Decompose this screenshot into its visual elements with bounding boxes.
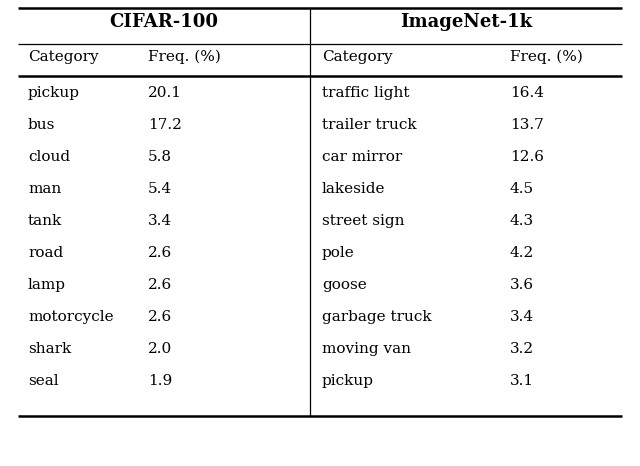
Text: Freq. (%): Freq. (%) — [148, 50, 221, 64]
Text: moving van: moving van — [322, 342, 411, 356]
Text: 3.2: 3.2 — [510, 342, 534, 356]
Text: lamp: lamp — [28, 278, 66, 292]
Text: 3.4: 3.4 — [148, 214, 172, 228]
Text: pole: pole — [322, 246, 355, 260]
Text: 17.2: 17.2 — [148, 118, 182, 132]
Text: tank: tank — [28, 214, 62, 228]
Text: 2.6: 2.6 — [148, 278, 172, 292]
Text: shark: shark — [28, 342, 71, 356]
Text: 16.4: 16.4 — [510, 86, 544, 100]
Text: 20.1: 20.1 — [148, 86, 182, 100]
Text: trailer truck: trailer truck — [322, 118, 417, 132]
Text: 12.6: 12.6 — [510, 150, 544, 164]
Text: 2.0: 2.0 — [148, 342, 172, 356]
Text: car mirror: car mirror — [322, 150, 403, 164]
Text: 3.1: 3.1 — [510, 374, 534, 388]
Text: traffic light: traffic light — [322, 86, 410, 100]
Text: 1.9: 1.9 — [148, 374, 172, 388]
Text: 5.8: 5.8 — [148, 150, 172, 164]
Text: 4.2: 4.2 — [510, 246, 534, 260]
Text: CIFAR-100: CIFAR-100 — [109, 13, 218, 31]
Text: ImageNet-1k: ImageNet-1k — [400, 13, 532, 31]
Text: street sign: street sign — [322, 214, 404, 228]
Text: garbage truck: garbage truck — [322, 310, 431, 324]
Text: Category: Category — [322, 50, 392, 64]
Text: bus: bus — [28, 118, 56, 132]
Text: motorcycle: motorcycle — [28, 310, 114, 324]
Text: road: road — [28, 246, 63, 260]
Text: man: man — [28, 182, 61, 196]
Text: 3.4: 3.4 — [510, 310, 534, 324]
Text: pickup: pickup — [322, 374, 374, 388]
Text: 4.5: 4.5 — [510, 182, 534, 196]
Text: goose: goose — [322, 278, 367, 292]
Text: 2.6: 2.6 — [148, 310, 172, 324]
Text: 5.4: 5.4 — [148, 182, 172, 196]
Text: 2.6: 2.6 — [148, 246, 172, 260]
Text: Freq. (%): Freq. (%) — [510, 50, 583, 64]
Text: Category: Category — [28, 50, 99, 64]
Text: 3.6: 3.6 — [510, 278, 534, 292]
Text: cloud: cloud — [28, 150, 70, 164]
Text: 13.7: 13.7 — [510, 118, 544, 132]
Text: seal: seal — [28, 374, 59, 388]
Text: pickup: pickup — [28, 86, 80, 100]
Text: 4.3: 4.3 — [510, 214, 534, 228]
Text: lakeside: lakeside — [322, 182, 385, 196]
